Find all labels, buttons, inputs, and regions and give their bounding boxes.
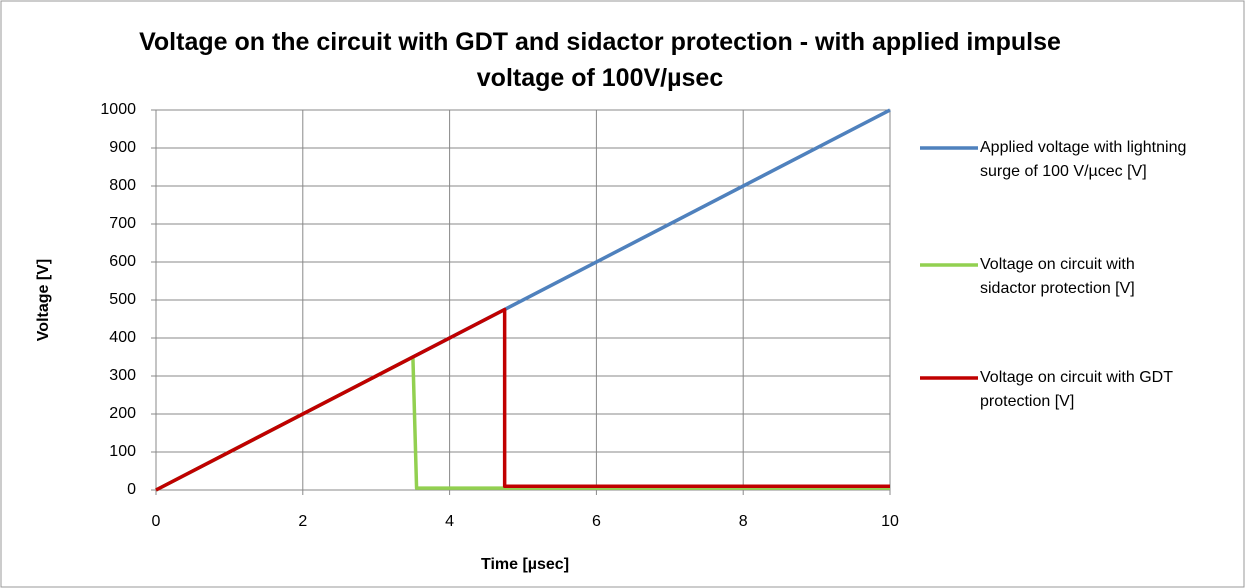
legend-label: Applied voltage with lightning surge of … xyxy=(980,139,1187,180)
y-tick-label: 900 xyxy=(109,139,136,156)
y-tick-label: 800 xyxy=(109,177,136,194)
series-line xyxy=(155,307,890,492)
y-tick-label: 300 xyxy=(109,367,136,384)
x-tick-label: 2 xyxy=(298,513,307,530)
y-tick-label: 200 xyxy=(109,405,136,422)
x-tick-label: 10 xyxy=(881,513,899,530)
y-tick-label: 500 xyxy=(109,291,136,308)
y-tick-label: 700 xyxy=(109,215,136,232)
y-tick-label: 400 xyxy=(109,329,136,346)
y-tick-label: 100 xyxy=(109,443,136,460)
series-line xyxy=(155,355,890,492)
x-tick-label: 8 xyxy=(739,513,748,530)
y-tick-label: 600 xyxy=(109,253,136,270)
chart-title: Voltage on the circuit with GDT and sida… xyxy=(139,28,1061,92)
x-tick-label: 4 xyxy=(445,513,454,530)
y-axis-label: Voltage [V] xyxy=(35,259,52,341)
legend-label: Voltage on circuit with sidactor protect… xyxy=(980,256,1135,297)
x-tick-label: 0 xyxy=(152,513,161,530)
x-axis-label: Time [µsec] xyxy=(481,556,569,573)
x-tick-label: 6 xyxy=(592,513,601,530)
legend-label: Voltage on circuit with GDT protection [… xyxy=(980,369,1173,410)
y-tick-label: 0 xyxy=(127,481,136,498)
y-tick-label: 1000 xyxy=(100,101,136,118)
